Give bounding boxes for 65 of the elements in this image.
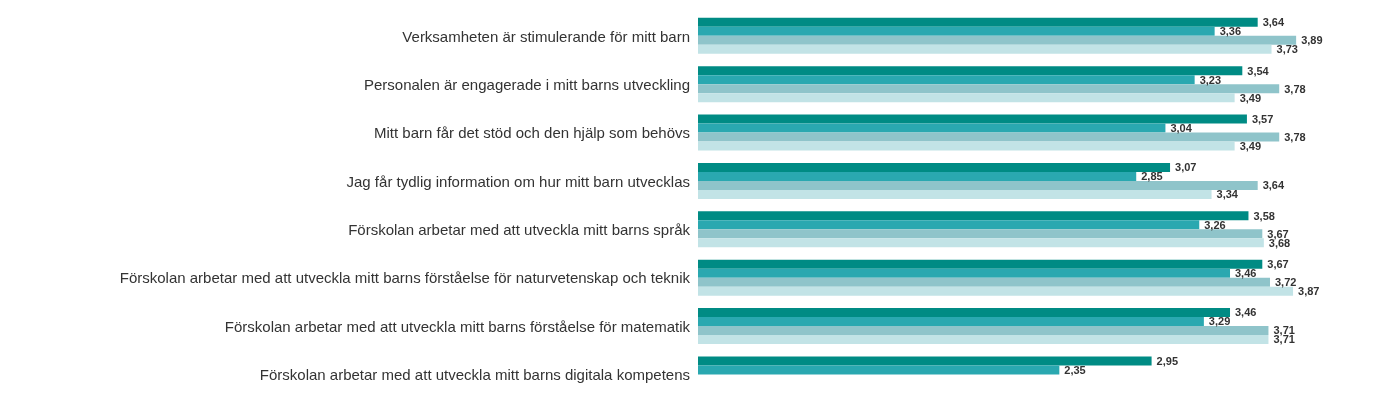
data-label: 3,34: [1216, 188, 1239, 201]
data-label: 3,04: [1170, 121, 1193, 134]
data-label: 2,95: [1156, 354, 1179, 367]
data-label: 3,58: [1253, 209, 1275, 222]
bar: [698, 277, 1270, 287]
data-label: 3,46: [1235, 306, 1257, 319]
data-label: 3,36: [1219, 25, 1242, 38]
bar: [698, 286, 1294, 296]
data-label: 3,26: [1204, 218, 1226, 231]
data-label: 2,85: [1141, 170, 1163, 183]
bar: [698, 220, 1200, 230]
y-tick-label: Personalen är engagerade i mitt barns utveckling: [363, 75, 690, 93]
data-label: 3,67: [1267, 258, 1289, 271]
bar: [698, 238, 1264, 248]
data-label: 3,78: [1284, 130, 1306, 143]
data-label: 3,64: [1262, 179, 1285, 192]
data-label: 3,64: [1262, 16, 1285, 29]
data-label: 3,78: [1284, 82, 1306, 95]
data-label: 3,73: [1276, 43, 1298, 56]
bar: [698, 66, 1243, 76]
bar: [698, 180, 1258, 190]
bar: [698, 26, 1215, 36]
y-tick-label: Verksamheten är stimulerande för mitt barn: [402, 27, 690, 45]
bar: [698, 317, 1204, 327]
bar: [698, 211, 1249, 221]
data-label: 3,07: [1175, 161, 1197, 174]
y-tick-label: Förskolan arbetar med att utveckla mitt barns förståelse för matematik: [224, 317, 691, 335]
bar: [698, 114, 1247, 124]
data-label: 3,23: [1199, 73, 1222, 86]
bar: [698, 259, 1263, 269]
y-tick-label: Förskolan arbetar med att utveckla mitt barns digitala kompetens: [259, 366, 690, 384]
bar: [698, 84, 1280, 94]
data-label: 3,57: [1251, 112, 1274, 125]
y-tick-label: Förskolan arbetar med att utveckla mitt barns förståelse för naturvetenskap och teknik: [119, 269, 691, 287]
bar: [698, 356, 1152, 366]
bar: [698, 229, 1263, 239]
bar: [698, 171, 1137, 181]
bar: [698, 335, 1269, 345]
data-label: 3,46: [1235, 267, 1257, 280]
bar: [698, 141, 1235, 151]
data-label: 3,49: [1239, 139, 1262, 152]
bar: [698, 93, 1235, 103]
bar: [698, 132, 1280, 142]
data-label: 3,49: [1239, 91, 1262, 104]
data-label: 3,87: [1298, 285, 1320, 298]
bar: [698, 268, 1231, 278]
y-tick-label: Jag får tydlig information om hur mitt barn utvecklas: [346, 172, 690, 190]
bar: [698, 17, 1258, 27]
data-label: 3,89: [1301, 34, 1323, 47]
bar: [698, 365, 1060, 375]
y-tick-label: Förskolan arbetar med att utveckla mitt barns språk: [348, 221, 691, 239]
bar: [698, 75, 1195, 85]
data-label: 2,35: [1064, 363, 1086, 376]
bar: [698, 123, 1166, 133]
data-label: 3,54: [1247, 64, 1270, 77]
data-label: 3,29: [1208, 315, 1231, 328]
y-tick-label: Mitt barn får det stöd och den hjälp som behövs: [373, 124, 690, 142]
data-label: 3,71: [1273, 324, 1295, 337]
bar: [698, 44, 1272, 54]
bar: [698, 326, 1269, 336]
bar: [698, 162, 1171, 172]
bar: [698, 35, 1297, 45]
data-label: 3,72: [1274, 276, 1297, 289]
bar: [698, 308, 1231, 318]
bar: [698, 189, 1212, 199]
